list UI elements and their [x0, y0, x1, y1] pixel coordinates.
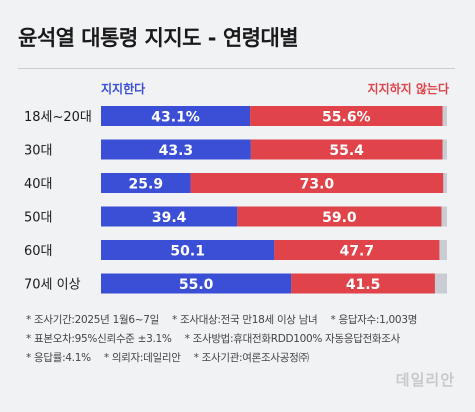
note-line: * 응답률:4.1% * 의뢰자:데일리안 * 조사기관:여론조사공정㈜: [26, 350, 427, 369]
bar-support: [101, 273, 292, 294]
stacked-bar-chart: 18세~20대 43.1% 55.6% 30대 43.3 55.4 40대 25.9 73.0 5…: [24, 106, 447, 294]
category-label: 30대: [24, 144, 53, 159]
note-line: * 조사기간:2025년 1월6~7일 * 조사대상:전국 만18세 이상 남녀…: [26, 312, 427, 331]
survey-notes: * 조사기간:2025년 1월6~7일 * 조사대상:전국 만18세 이상 남녀…: [26, 312, 427, 369]
note-sampling-error: * 표본오차:95%신뢰수준 ±3.1%: [26, 333, 172, 345]
value-label-oppose: 41.5: [346, 277, 381, 293]
chart-title: 윤석열 대통령 지지도 - 연령대별: [18, 26, 299, 50]
value-label-oppose: 47.7: [340, 244, 375, 260]
category-label: 40대: [24, 177, 53, 192]
value-label-support: 55.0: [179, 277, 214, 293]
value-label-oppose: 55.4: [329, 143, 364, 159]
bar-support: [101, 139, 251, 160]
value-label-support: 39.4: [152, 210, 187, 226]
bar-oppose: [250, 106, 443, 126]
value-label-support: 43.3: [159, 143, 194, 159]
value-label-support: 50.1: [170, 244, 205, 260]
bar-support: [101, 206, 238, 227]
category-label: 18세~20대: [24, 110, 92, 125]
category-label: 60대: [24, 244, 53, 259]
value-label-oppose: 73.0: [300, 177, 335, 193]
bar-oppose: [190, 173, 444, 193]
note-survey-period: * 조사기간:2025년 1월6~7일: [26, 314, 159, 326]
bar-oppose: [291, 273, 435, 294]
watermark-logo: 데일리안: [395, 371, 455, 389]
category-label: 50대: [24, 211, 53, 226]
category-label: 70세 이상: [24, 278, 81, 293]
legend-support: 지지한다: [101, 82, 146, 96]
note-survey-method: * 조사방법:휴대전화RDD100% 자동응답전화조사: [184, 333, 401, 345]
note-agency: * 조사기관:여론조사공정㈜: [193, 352, 309, 364]
value-label-support: 43.1%: [151, 110, 200, 126]
note-survey-target: * 조사대상:전국 만18세 이상 남녀: [172, 314, 318, 326]
value-label-support: 25.9: [129, 177, 164, 193]
note-response-rate: * 응답률:4.1%: [26, 352, 91, 364]
bar-support: [101, 240, 275, 260]
bar-oppose: [250, 139, 443, 160]
bar-oppose: [237, 206, 442, 227]
title-divider: [18, 68, 455, 69]
bar-support: [101, 106, 251, 126]
bar-oppose: [274, 240, 440, 260]
note-line: * 표본오차:95%신뢰수준 ±3.1% * 조사방법:휴대전화RDD100% …: [26, 331, 427, 350]
note-client: * 의뢰자:데일리안: [103, 352, 181, 364]
value-label-oppose: 55.6%: [322, 110, 371, 126]
note-respondents: * 응답자수:1,003명: [330, 314, 418, 326]
bar-support: [101, 173, 191, 193]
legend-oppose: 지지하지 않는다: [367, 82, 449, 96]
value-label-oppose: 59.0: [322, 210, 357, 226]
